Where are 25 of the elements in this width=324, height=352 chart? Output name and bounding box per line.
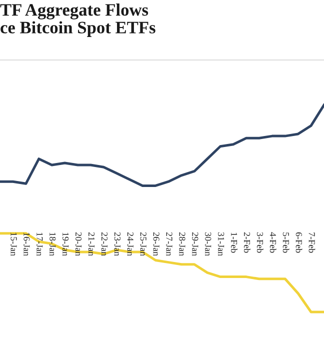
chart-title: TF Aggregate Flows ce Bitcoin Spot ETFs <box>0 4 156 37</box>
x-tick-label: 28-Jan <box>179 232 186 256</box>
x-tick-label: 17-Jan <box>36 232 43 256</box>
x-tick-label: 31-Jan <box>218 232 224 256</box>
x-tick-label: 16-Jan <box>24 232 30 256</box>
x-tick-label: 3-Feb <box>256 232 264 253</box>
x-tick-label: 30-Jan <box>205 232 212 256</box>
x-tick-label: 29-Jan <box>192 232 198 256</box>
x-tick-label: 1-Feb <box>231 232 238 253</box>
x-tick-label: 20-Jan <box>76 232 82 256</box>
x-tick-label: 26-Jan <box>153 232 160 256</box>
x-tick-label: 19-Jan <box>62 232 69 256</box>
x-tick-label: 2-Feb <box>244 232 250 253</box>
x-tick-label: 4-Feb <box>270 232 276 253</box>
x-tick-label: 6-Feb <box>296 232 302 253</box>
x-tick-label: 21-Jan <box>88 232 95 256</box>
x-tick-label: 23-Jan <box>114 232 120 256</box>
x-tick-label: 27-Jan <box>166 232 172 256</box>
x-tick-label: 5-Feb <box>282 232 290 253</box>
x-tick-label: 15-Jan <box>10 232 17 256</box>
x-tick-label: 22-Jan <box>101 232 108 256</box>
x-tick-label: 25-Jan <box>140 232 146 256</box>
x-tick-label: 24-Jan <box>127 232 134 256</box>
x-tick-label: 7-Feb <box>308 232 316 253</box>
x-tick-label: 18-Jan <box>50 232 56 256</box>
